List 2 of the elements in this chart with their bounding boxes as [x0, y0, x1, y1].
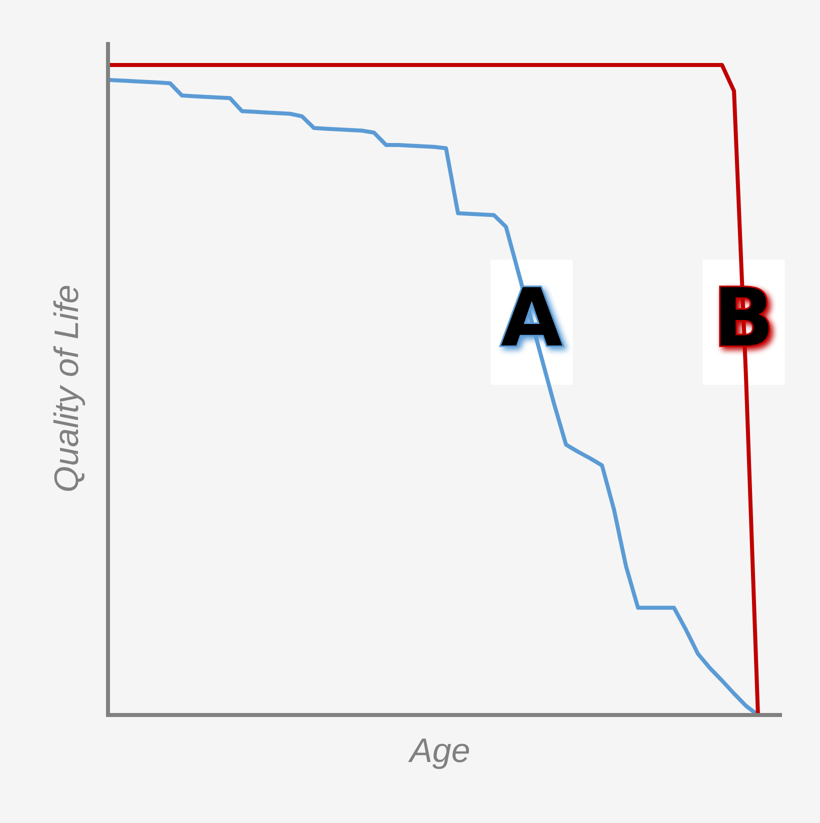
y-axis-title: Quality of Life — [48, 284, 86, 492]
x-axis-title: Age — [408, 732, 470, 770]
